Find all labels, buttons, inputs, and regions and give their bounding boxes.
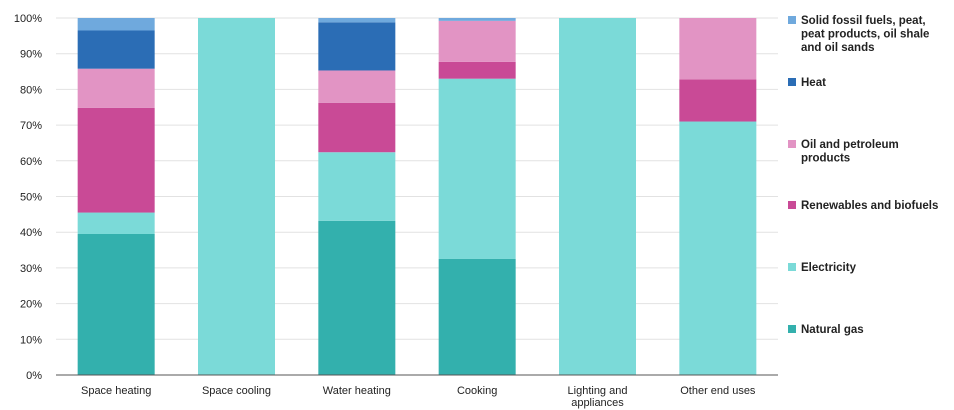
legend-swatch (788, 325, 796, 333)
bar-segment (77, 18, 155, 31)
bar-segment (77, 107, 155, 213)
x-tick-label: Other end uses (680, 385, 756, 397)
bar-segment (679, 79, 757, 122)
bar-segment (438, 20, 516, 62)
x-tick-label: Cooking (457, 385, 497, 397)
y-tick-label: 80% (20, 84, 42, 96)
bar-segment (318, 22, 396, 71)
bar-segment (77, 233, 155, 375)
bar-segment (77, 212, 155, 234)
legend-swatch (788, 201, 796, 209)
legend-swatch (788, 16, 796, 24)
x-tick-label: Lighting and appliances (568, 385, 628, 409)
x-tick-label: Space cooling (202, 385, 271, 397)
y-tick-label: 60% (20, 156, 42, 168)
bar-segment (438, 61, 516, 79)
legend-label: Natural gas (801, 324, 864, 336)
bar-segment (318, 152, 396, 221)
bar-segment (318, 18, 396, 23)
legend-label: Solid fossil fuels, peat, peat products, … (801, 15, 929, 54)
bar-segment (438, 78, 516, 259)
x-tick-label: Space heating (81, 385, 151, 397)
y-tick-label: 40% (20, 227, 42, 239)
y-tick-label: 10% (20, 334, 42, 346)
y-tick-label: 20% (20, 299, 42, 311)
bar-segment (318, 70, 396, 103)
y-tick-label: 90% (20, 49, 42, 61)
legend-label: Electricity (801, 262, 857, 274)
y-tick-label: 70% (20, 120, 42, 132)
bar-segment (77, 30, 155, 69)
legend-label: Heat (801, 77, 826, 89)
bar-segment (438, 18, 516, 21)
bar-segment (198, 18, 275, 375)
y-tick-label: 50% (20, 192, 42, 204)
bar-segment (318, 220, 396, 375)
bar-segment (679, 121, 757, 375)
legend-label: Renewables and biofuels (801, 200, 938, 212)
gridlines (56, 17, 778, 340)
bar-segment (559, 18, 636, 375)
bar-segment (77, 68, 155, 108)
bars (77, 18, 757, 375)
bar-segment (438, 258, 516, 375)
y-tick-label: 30% (20, 263, 42, 275)
legend-swatch (788, 263, 796, 271)
legend: Solid fossil fuels, peat, peat products, … (788, 15, 938, 336)
x-tick-label: Water heating (323, 385, 391, 397)
legend-swatch (788, 78, 796, 86)
legend-swatch (788, 140, 796, 148)
bar-segment (318, 102, 396, 153)
legend-label: Oil and petroleum products (801, 139, 899, 165)
bar-segment (679, 18, 757, 80)
y-tick-label: 0% (26, 370, 42, 382)
axes: 0% 10% 20% 30% 40% 50% 60% 70% 80% 90% 100% Space h… (14, 13, 778, 409)
y-tick-label: 100% (14, 13, 42, 25)
